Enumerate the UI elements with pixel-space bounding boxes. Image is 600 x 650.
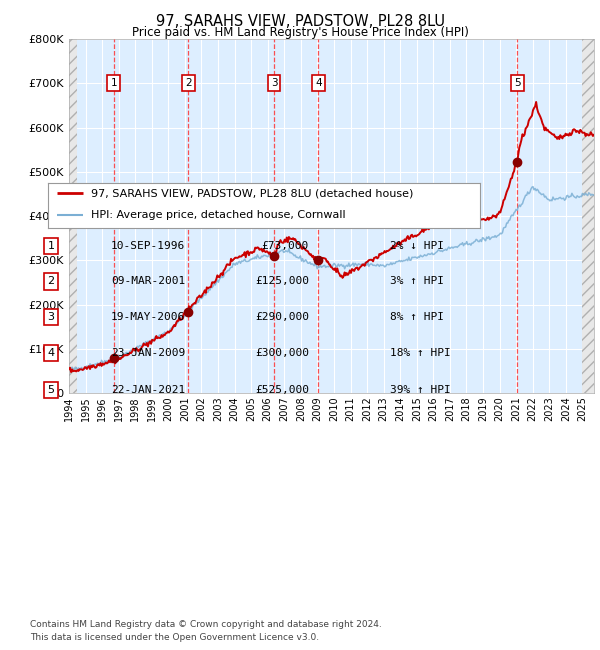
Bar xyxy=(69,39,77,393)
Text: 3% ↑ HPI: 3% ↑ HPI xyxy=(390,276,444,287)
Text: 10-SEP-1996: 10-SEP-1996 xyxy=(111,240,185,251)
Text: £290,000: £290,000 xyxy=(255,312,309,322)
Text: £125,000: £125,000 xyxy=(255,276,309,287)
Text: 1: 1 xyxy=(47,240,55,251)
Text: 39% ↑ HPI: 39% ↑ HPI xyxy=(390,385,451,395)
Text: £525,000: £525,000 xyxy=(255,385,309,395)
Text: 2% ↓ HPI: 2% ↓ HPI xyxy=(390,240,444,251)
Text: Price paid vs. HM Land Registry's House Price Index (HPI): Price paid vs. HM Land Registry's House … xyxy=(131,26,469,39)
Text: 3: 3 xyxy=(271,78,277,88)
Text: Contains HM Land Registry data © Crown copyright and database right 2024.: Contains HM Land Registry data © Crown c… xyxy=(30,620,382,629)
Text: 5: 5 xyxy=(514,78,520,88)
Text: 5: 5 xyxy=(47,385,55,395)
Text: 97, SARAHS VIEW, PADSTOW, PL28 8LU (detached house): 97, SARAHS VIEW, PADSTOW, PL28 8LU (deta… xyxy=(91,188,413,198)
Text: 18% ↑ HPI: 18% ↑ HPI xyxy=(390,348,451,358)
Text: £300,000: £300,000 xyxy=(255,348,309,358)
Text: 2: 2 xyxy=(47,276,55,287)
Text: £73,000: £73,000 xyxy=(262,240,309,251)
Bar xyxy=(583,39,594,393)
Text: 4: 4 xyxy=(315,78,322,88)
Text: 22-JAN-2021: 22-JAN-2021 xyxy=(111,385,185,395)
Text: 97, SARAHS VIEW, PADSTOW, PL28 8LU: 97, SARAHS VIEW, PADSTOW, PL28 8LU xyxy=(155,14,445,29)
Text: This data is licensed under the Open Government Licence v3.0.: This data is licensed under the Open Gov… xyxy=(30,633,319,642)
Text: 1: 1 xyxy=(110,78,117,88)
Text: 23-JAN-2009: 23-JAN-2009 xyxy=(111,348,185,358)
Text: HPI: Average price, detached house, Cornwall: HPI: Average price, detached house, Corn… xyxy=(91,210,346,220)
Text: 09-MAR-2001: 09-MAR-2001 xyxy=(111,276,185,287)
Text: 2: 2 xyxy=(185,78,191,88)
Text: 3: 3 xyxy=(47,312,55,322)
Text: 4: 4 xyxy=(47,348,55,358)
Text: 19-MAY-2006: 19-MAY-2006 xyxy=(111,312,185,322)
Text: 8% ↑ HPI: 8% ↑ HPI xyxy=(390,312,444,322)
